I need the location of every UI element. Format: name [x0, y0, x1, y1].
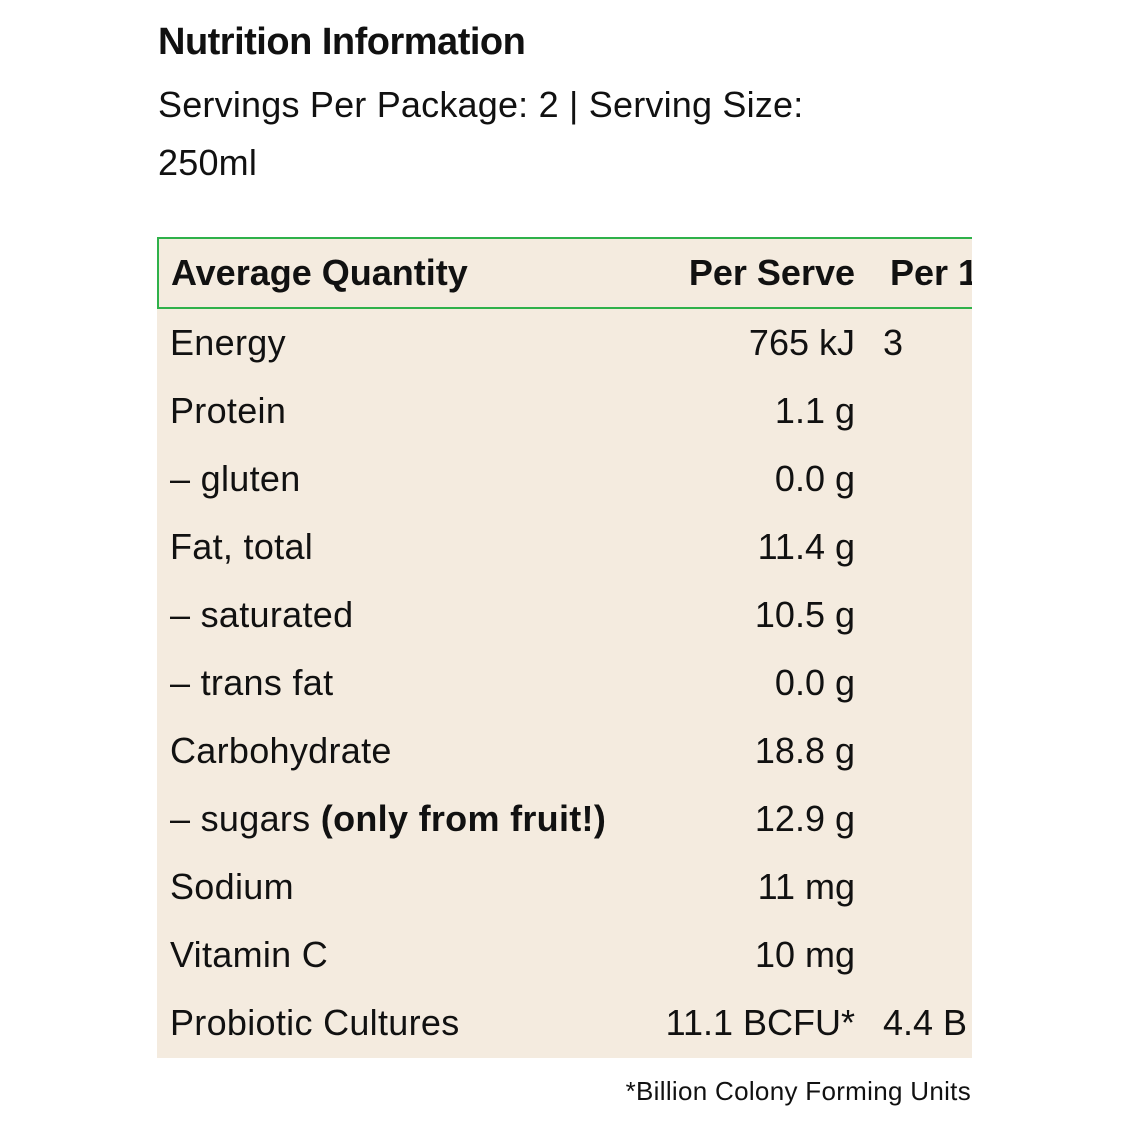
- row-per-serve: 10 mg: [754, 934, 855, 975]
- row-per-serve: 10.5 g: [754, 594, 855, 635]
- row-per-serve: 11.4 g: [757, 526, 855, 567]
- row-per-serve: 12.9 g: [754, 798, 855, 839]
- row-label: – gluten: [170, 458, 301, 499]
- header-per-serve: Per Serve: [688, 252, 855, 293]
- table-row: Carbohydrate 18.8 g: [157, 717, 972, 785]
- table-row: Vitamin C 10 mg: [157, 921, 972, 989]
- row-per-serve: 0.0 g: [774, 662, 855, 703]
- header-average-quantity: Average Quantity: [171, 252, 468, 293]
- footnote: *Billion Colony Forming Units: [625, 1076, 971, 1106]
- row-per-serve: 765 kJ: [748, 322, 855, 363]
- header-per-100: Per 1: [890, 252, 972, 293]
- row-label: Vitamin C: [170, 934, 329, 975]
- row-label: – trans fat: [170, 662, 334, 703]
- table-row: – saturated 10.5 g: [157, 581, 972, 649]
- row-per-serve: 11.1 BCFU*: [665, 1002, 855, 1043]
- row-per-serve: 1.1 g: [774, 390, 855, 431]
- row-label: – saturated: [170, 594, 354, 635]
- row-per-serve: 0.0 g: [774, 458, 855, 499]
- row-label: Probiotic Cultures: [170, 1002, 460, 1043]
- row-per-100: 4.4 B: [883, 1002, 968, 1043]
- row-per-100: 3: [883, 322, 904, 363]
- row-label: Fat, total: [170, 526, 314, 567]
- panel-subtitle: Servings Per Package: 2 | Serving Size: …: [158, 84, 804, 183]
- table-row: – trans fat 0.0 g: [157, 649, 972, 717]
- table-row: Probiotic Cultures 11.1 BCFU* 4.4 B: [157, 989, 972, 1057]
- table-row: Fat, total 11.4 g: [157, 513, 972, 581]
- nutrition-table: Average Quantity Per Serve Per 1 Energy …: [157, 237, 972, 1058]
- table-row: Protein 1.1 g: [157, 377, 972, 445]
- table-row: – sugars (only from fruit!) 12.9 g: [157, 785, 972, 853]
- row-per-serve: 11 mg: [757, 866, 855, 907]
- row-label: Energy: [170, 322, 286, 363]
- table-row: – gluten 0.0 g: [157, 445, 972, 513]
- table-row: Sodium 11 mg: [157, 853, 972, 921]
- table-header-row: Average Quantity Per Serve Per 1: [157, 237, 972, 309]
- row-label: – sugars (only from fruit!): [170, 798, 607, 839]
- table-row: Energy 765 kJ 3: [157, 309, 972, 377]
- row-label: Carbohydrate: [170, 730, 392, 771]
- panel-title: Nutrition Information: [158, 21, 526, 63]
- row-label: Protein: [170, 390, 287, 431]
- row-label: Sodium: [170, 866, 294, 907]
- row-per-serve: 18.8 g: [754, 730, 855, 771]
